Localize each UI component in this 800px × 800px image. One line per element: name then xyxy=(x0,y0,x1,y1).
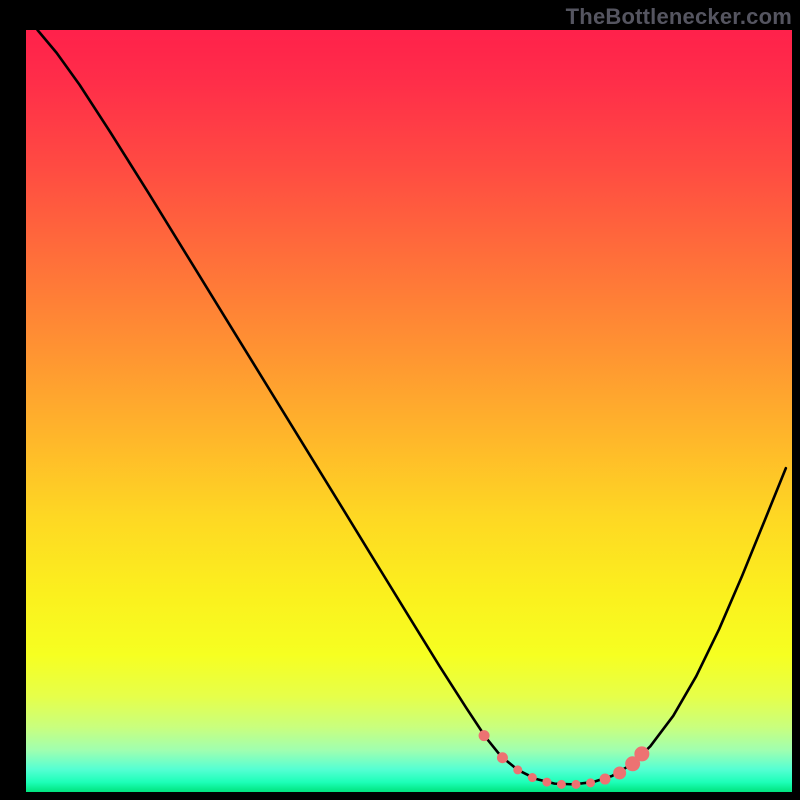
gradient-background xyxy=(26,30,792,792)
marker-dot xyxy=(514,766,522,774)
marker-dot xyxy=(557,780,565,788)
marker-dot xyxy=(635,747,649,761)
marker-dot xyxy=(600,774,610,784)
attribution-label: TheBottlenecker.com xyxy=(566,4,792,30)
marker-dot xyxy=(479,731,489,741)
plot-area xyxy=(26,30,792,792)
marker-dot xyxy=(528,774,536,782)
marker-dot xyxy=(497,753,507,763)
marker-dot xyxy=(587,779,595,787)
marker-dot xyxy=(543,778,551,786)
marker-dot xyxy=(614,767,626,779)
chart-frame: TheBottlenecker.com xyxy=(0,0,800,800)
bottleneck-chart-svg xyxy=(26,30,792,792)
marker-dot xyxy=(572,780,580,788)
